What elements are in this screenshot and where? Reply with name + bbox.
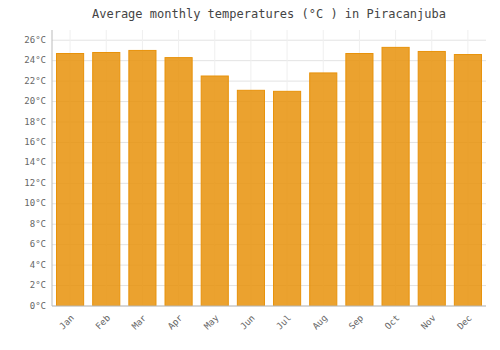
grid-line-y (52, 40, 486, 41)
y-tick-label: 14°C (24, 157, 46, 167)
x-tick-label: Aug (311, 313, 330, 332)
bar (93, 52, 120, 306)
grid-line-y (52, 306, 486, 307)
bar (346, 54, 373, 306)
y-tick-label: 10°C (24, 198, 46, 208)
bars (57, 47, 482, 306)
bar (382, 47, 409, 306)
y-tick-label: 6°C (30, 239, 46, 249)
x-tick-label: Apr (166, 312, 185, 331)
chart: 0°C 2°C 4°C 6°C 8°C 10°C 12°C 14°C 16°C 18°C 20°C 2… (0, 0, 500, 350)
y-tick-label: 0°C (30, 301, 46, 311)
bar (57, 54, 84, 306)
x-tick-label: Dec (455, 313, 474, 332)
y-tick-label: 12°C (24, 178, 46, 188)
y-tick-label: 4°C (30, 260, 46, 270)
y-tick-label: 18°C (24, 117, 46, 127)
x-tick-label: Oct (383, 313, 402, 332)
x-tick-label: Sep (347, 313, 366, 332)
y-axis-line (52, 30, 53, 306)
y-tick-label: 22°C (24, 76, 46, 86)
bar (454, 55, 481, 306)
x-tick-label: Jan (57, 313, 76, 332)
x-tick-label: Nov (419, 313, 438, 332)
bar (237, 90, 264, 306)
bar (310, 73, 337, 306)
grid (52, 30, 486, 306)
bar (201, 76, 228, 306)
y-tick-label: 2°C (30, 280, 46, 290)
x-tick-label: Jul (274, 313, 293, 332)
y-tick-label: 16°C (24, 137, 46, 147)
y-tick-label: 26°C (24, 35, 46, 45)
title: Average monthly temperatures (°C ) in Pi… (92, 7, 446, 21)
axes: 0°C 2°C 4°C 6°C 8°C 10°C 12°C 14°C 16°C 18°C 20°C 2… (24, 30, 486, 331)
x-tick-label: Jun (238, 313, 257, 332)
bar (274, 91, 301, 306)
bar (165, 58, 192, 306)
bar (129, 50, 156, 306)
y-tick-label: 20°C (24, 96, 46, 106)
x-tick-label: May (202, 312, 221, 331)
x-tick-label: Feb (94, 313, 113, 332)
y-tick-label: 24°C (24, 55, 46, 65)
x-axis-line (52, 306, 486, 307)
x-tick-label: Mar (130, 312, 149, 331)
y-tick-label: 8°C (30, 219, 46, 229)
bar (418, 51, 445, 306)
